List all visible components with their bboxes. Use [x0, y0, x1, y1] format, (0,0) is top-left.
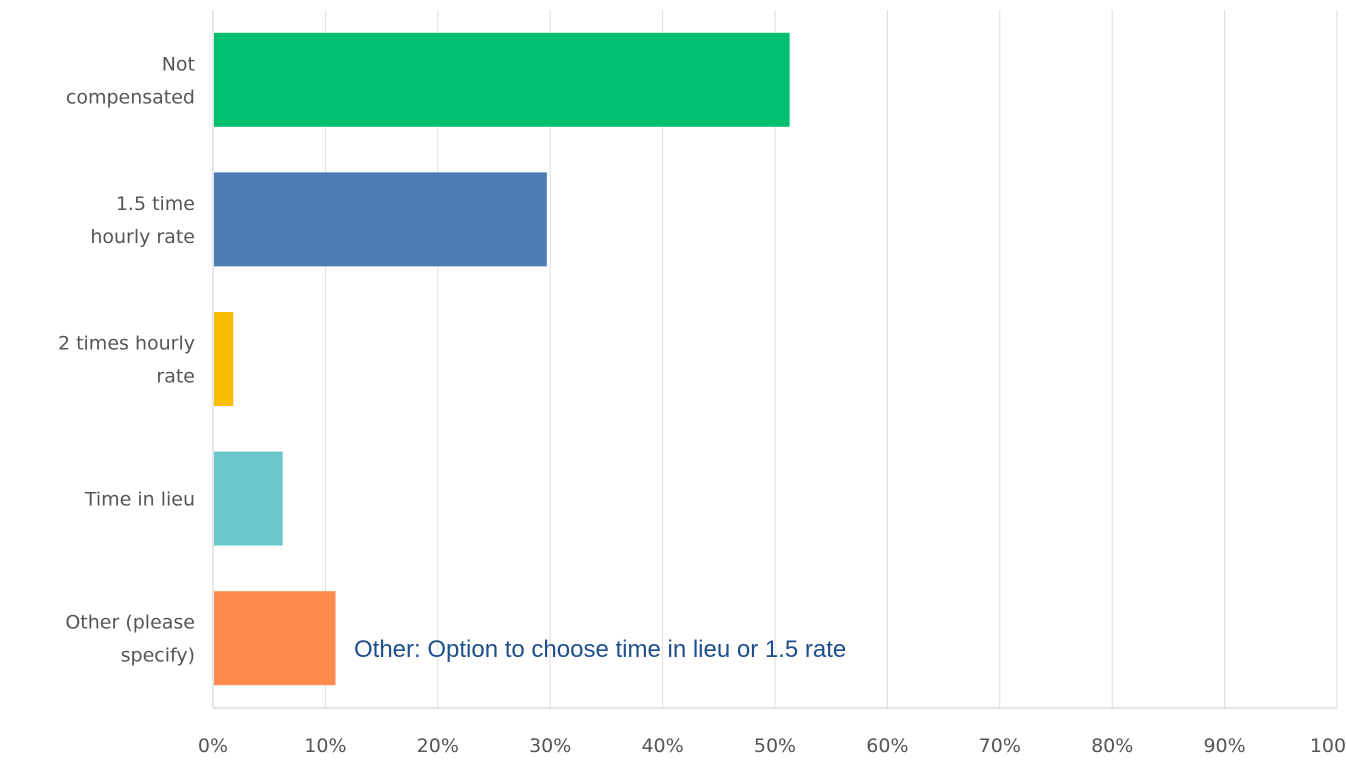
x-tick-label: 90%	[1203, 735, 1245, 757]
x-tick-label: 70%	[979, 735, 1021, 757]
category-label: Other (please specify)	[65, 612, 195, 667]
bar	[214, 591, 336, 686]
x-tick-labels: 0% 10% 20% 30% 40% 50% 60% 70% 80% 90% 100%	[198, 735, 1346, 757]
x-tick-label: 100%	[1310, 735, 1346, 757]
x-tick-label: 50%	[754, 735, 796, 757]
x-tick-label: 30%	[529, 735, 571, 757]
x-tick-label: 20%	[417, 735, 459, 757]
x-tick-label: 60%	[866, 735, 908, 757]
bar	[214, 172, 547, 267]
category-label: 2 times hourly rate	[58, 333, 195, 388]
x-tick-label: 10%	[304, 735, 346, 757]
category-label: Time in lieu	[84, 489, 195, 511]
x-tick-label: 80%	[1091, 735, 1133, 757]
bar	[214, 451, 283, 546]
x-tick-label: 40%	[641, 735, 683, 757]
category-label: 1.5 time hourly rate	[90, 193, 195, 248]
bars	[214, 32, 790, 686]
bar	[214, 312, 234, 406]
category-label: Not compensated	[66, 53, 195, 108]
category-labels: Not compensated 1.5 time hourly rate 2 times…	[58, 53, 195, 666]
other-annotation: Other: Option to choose time in lieu or …	[354, 636, 847, 663]
x-tick-label: 0%	[198, 735, 228, 757]
bar	[214, 32, 790, 127]
